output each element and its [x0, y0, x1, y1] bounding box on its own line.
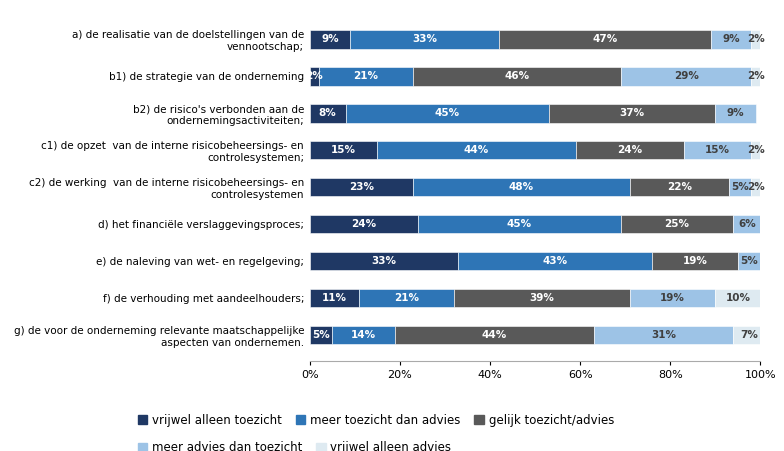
Bar	[310, 215, 418, 233]
Bar	[684, 141, 751, 160]
Text: 44%: 44%	[482, 330, 507, 340]
Text: 46%: 46%	[504, 71, 530, 81]
Bar	[751, 30, 760, 49]
Text: 9%: 9%	[727, 108, 745, 118]
Text: 8%: 8%	[319, 108, 336, 118]
Text: 31%: 31%	[651, 330, 676, 340]
Bar	[454, 289, 630, 307]
Bar	[549, 104, 716, 123]
Bar	[310, 289, 359, 307]
Text: 24%: 24%	[617, 145, 642, 155]
Bar	[630, 289, 716, 307]
Text: 5%: 5%	[312, 330, 330, 340]
Text: 2%: 2%	[747, 71, 765, 81]
Text: 45%: 45%	[506, 219, 532, 229]
Bar	[575, 141, 684, 160]
Bar	[751, 178, 760, 196]
Text: 44%: 44%	[464, 145, 489, 155]
Text: 45%: 45%	[434, 108, 459, 118]
Bar	[734, 215, 760, 233]
Text: 5%: 5%	[731, 182, 749, 192]
Bar	[350, 30, 499, 49]
Bar	[751, 67, 760, 86]
Text: 2%: 2%	[747, 34, 765, 44]
Text: 2%: 2%	[747, 145, 765, 155]
Text: 14%: 14%	[351, 330, 376, 340]
Bar	[310, 104, 346, 123]
Bar	[310, 178, 413, 196]
Bar	[621, 67, 751, 86]
Text: 15%: 15%	[331, 145, 356, 155]
Bar	[413, 178, 630, 196]
Text: 21%: 21%	[394, 293, 419, 303]
Text: 9%: 9%	[321, 34, 339, 44]
Bar	[459, 252, 652, 270]
Text: 33%: 33%	[412, 34, 437, 44]
Text: 21%: 21%	[354, 71, 379, 81]
Bar	[332, 326, 395, 344]
Text: 9%: 9%	[722, 34, 740, 44]
Text: 15%: 15%	[705, 145, 730, 155]
Text: 25%: 25%	[665, 219, 690, 229]
Text: 47%: 47%	[593, 34, 618, 44]
Text: 22%: 22%	[667, 182, 691, 192]
Bar	[716, 289, 760, 307]
Legend: meer advies dan toezicht, vrijwel alleen advies: meer advies dan toezicht, vrijwel alleen…	[137, 442, 452, 451]
Text: 37%: 37%	[619, 108, 644, 118]
Bar	[738, 252, 760, 270]
Text: 5%: 5%	[740, 256, 758, 266]
Bar	[418, 215, 621, 233]
Text: 39%: 39%	[529, 293, 554, 303]
Bar	[310, 252, 459, 270]
Bar	[377, 141, 575, 160]
Bar	[499, 30, 711, 49]
Text: 19%: 19%	[683, 256, 707, 266]
Bar	[318, 67, 413, 86]
Bar	[652, 252, 738, 270]
Bar	[621, 215, 734, 233]
Bar	[395, 326, 593, 344]
Text: 24%: 24%	[351, 219, 376, 229]
Text: 19%: 19%	[660, 293, 685, 303]
Bar	[413, 67, 621, 86]
Text: 7%: 7%	[740, 330, 758, 340]
Text: 23%: 23%	[349, 182, 374, 192]
Text: 11%: 11%	[322, 293, 347, 303]
Bar	[310, 326, 332, 344]
Bar	[346, 104, 549, 123]
Text: 2%: 2%	[305, 71, 323, 81]
Bar	[716, 104, 756, 123]
Bar	[751, 141, 760, 160]
Bar	[310, 141, 377, 160]
Bar	[310, 30, 350, 49]
Bar	[630, 178, 729, 196]
Bar	[310, 67, 318, 86]
Bar	[593, 326, 734, 344]
Text: 10%: 10%	[725, 293, 750, 303]
Text: 29%: 29%	[673, 71, 699, 81]
Text: 6%: 6%	[738, 219, 756, 229]
Text: 33%: 33%	[372, 256, 397, 266]
Text: 43%: 43%	[543, 256, 568, 266]
Bar	[729, 178, 751, 196]
Text: 48%: 48%	[509, 182, 534, 192]
Bar	[359, 289, 454, 307]
Text: 2%: 2%	[747, 182, 765, 192]
Bar	[711, 30, 751, 49]
Bar	[734, 326, 765, 344]
